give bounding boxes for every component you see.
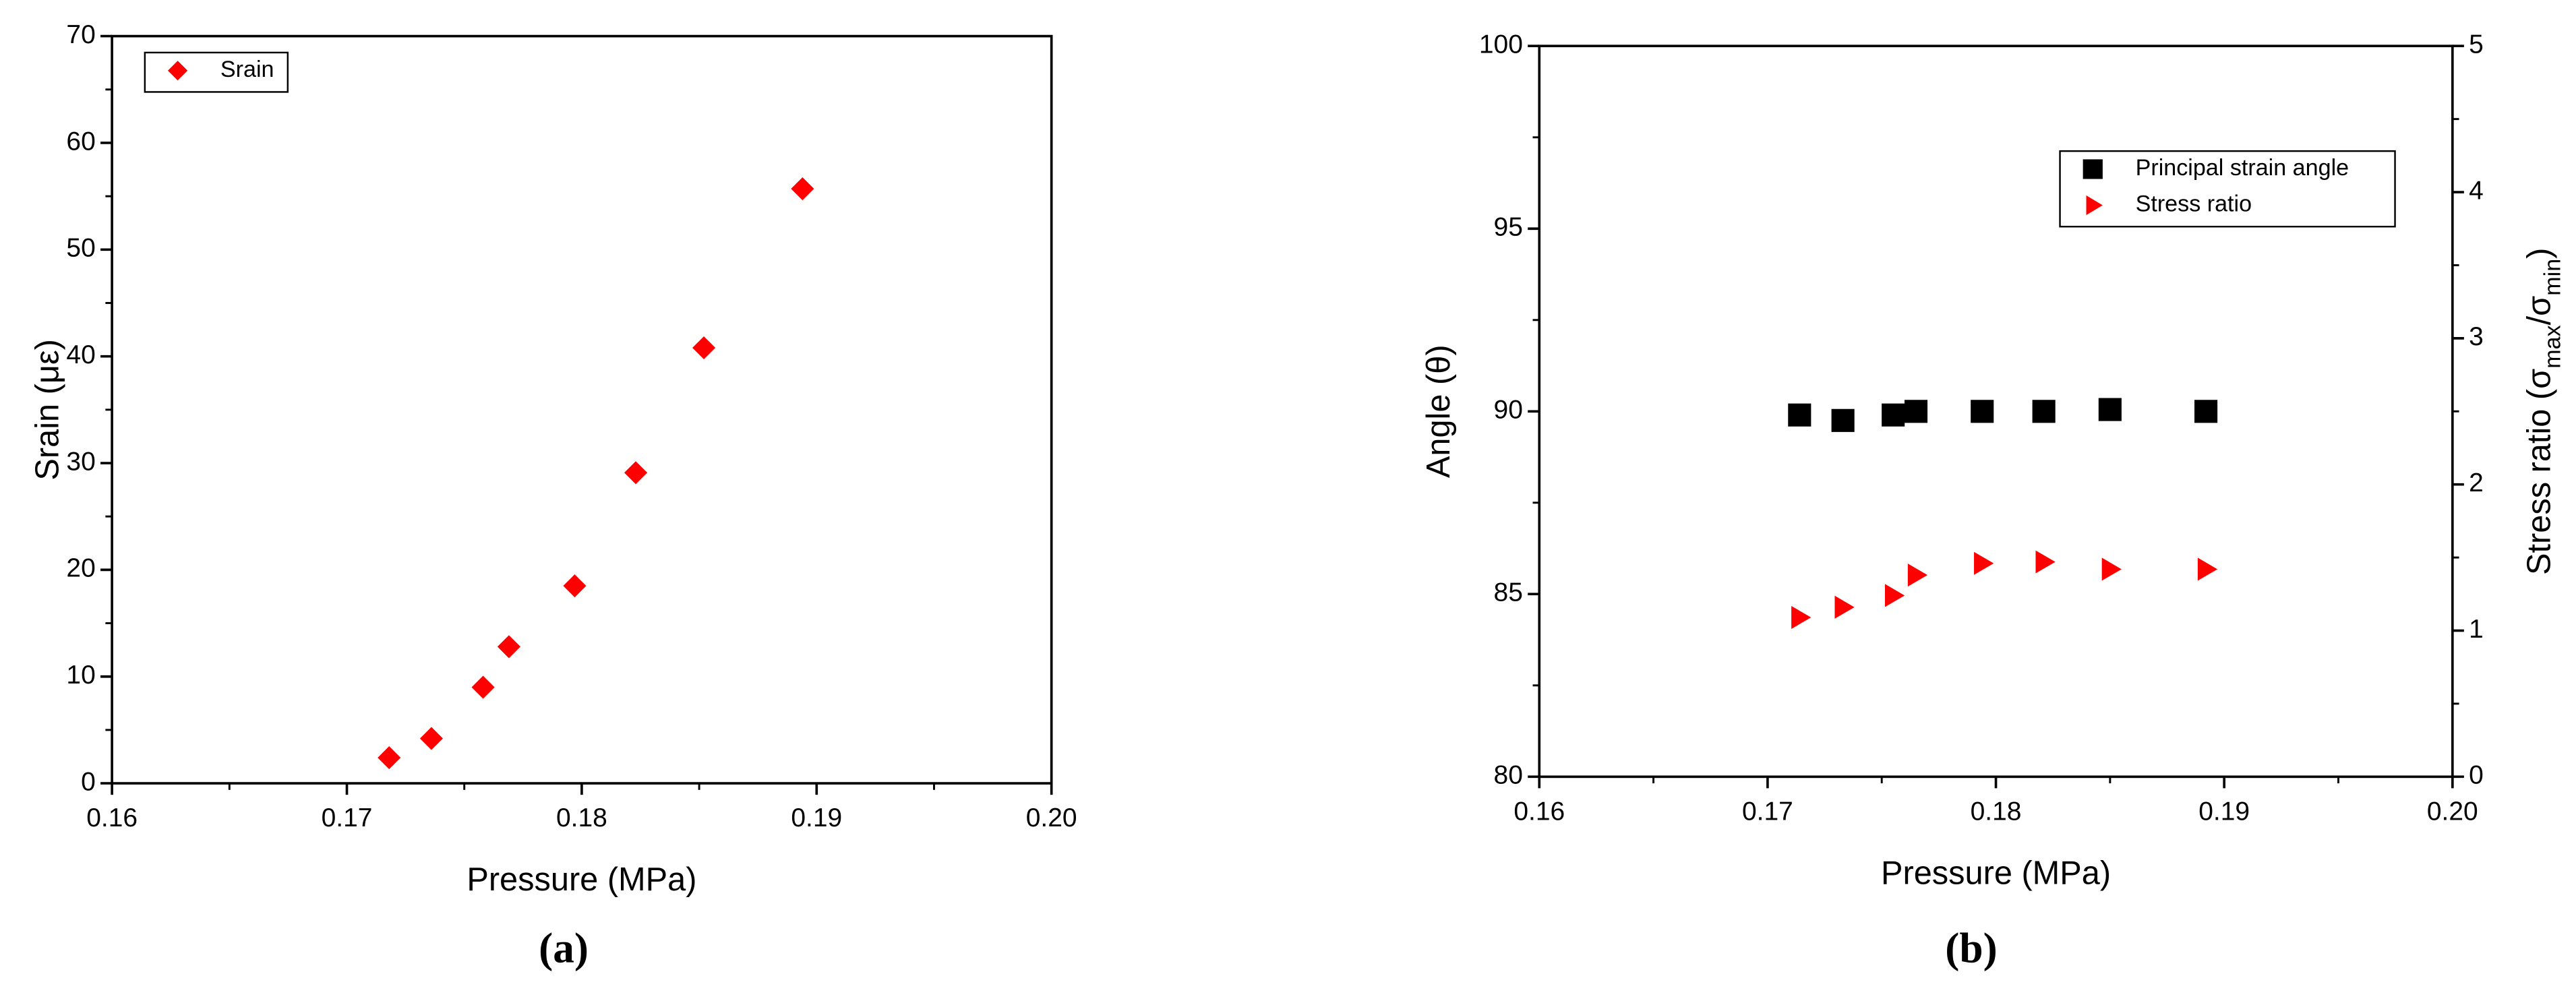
- x-axis-label: Pressure (MPa): [467, 861, 696, 898]
- y2-axis-label-part: ): [2521, 248, 2557, 259]
- x-tick-label: 0.20: [1026, 803, 1077, 832]
- marker: [1788, 403, 1811, 427]
- legend-marker: [2083, 159, 2103, 179]
- y2-axis-label-part: Stress ratio (σ: [2521, 369, 2557, 575]
- y-tick-label: 30: [66, 447, 95, 476]
- y-axis-label: Angle (θ): [1420, 344, 1457, 478]
- plot-frame: [111, 34, 1053, 785]
- y-tick-label: 10: [66, 661, 95, 690]
- y2-tick-label: 0: [2469, 761, 2484, 790]
- marker: [692, 336, 716, 360]
- y-tick-label: 80: [1494, 761, 1523, 790]
- legend-label: Stress ratio: [2136, 191, 2252, 217]
- legend-box: [144, 51, 289, 93]
- marker: [1884, 584, 1905, 607]
- marker: [2032, 400, 2056, 423]
- x-tick-label: 0.16: [1514, 797, 1565, 826]
- legend-label: Principal strain angle: [2136, 155, 2349, 181]
- x-tick-label: 0.20: [2427, 797, 2478, 826]
- x-axis-label: Pressure (MPa): [1881, 855, 2111, 891]
- caption: (b): [1945, 925, 1997, 972]
- legend-label: Srain: [220, 57, 274, 82]
- y2-tick-label: 4: [2469, 176, 2484, 205]
- y-tick-label: 40: [66, 340, 95, 369]
- y2-axis-label-part: min: [2540, 259, 2565, 296]
- y2-tick-label: 3: [2469, 322, 2484, 351]
- marker: [1834, 595, 1855, 619]
- marker: [1907, 564, 1928, 587]
- legend-marker: [2086, 195, 2103, 216]
- y-tick-label: 60: [66, 127, 95, 156]
- y-axis-label: Srain (με): [29, 339, 65, 481]
- marker: [2098, 398, 2122, 421]
- marker: [563, 574, 587, 598]
- marker: [2101, 557, 2122, 581]
- marker: [378, 746, 401, 770]
- y2-tick-label: 5: [2469, 30, 2484, 59]
- marker: [1791, 605, 1811, 630]
- y-tick-label: 90: [1494, 396, 1523, 425]
- marker: [1971, 400, 1994, 423]
- marker: [624, 461, 648, 485]
- x-tick-label: 0.18: [1971, 797, 2022, 826]
- x-tick-label: 0.17: [322, 803, 373, 832]
- x-tick-label: 0.18: [556, 803, 607, 832]
- marker: [497, 635, 520, 659]
- y-tick-label: 85: [1494, 578, 1523, 607]
- x-tick-label: 0.19: [2198, 797, 2250, 826]
- caption: (a): [539, 925, 589, 972]
- marker: [471, 675, 495, 699]
- marker: [2197, 557, 2218, 581]
- y-tick-label: 50: [66, 234, 95, 263]
- x-tick-label: 0.19: [791, 803, 842, 832]
- marker: [1974, 551, 1994, 575]
- y-tick-label: 20: [66, 554, 95, 583]
- marker: [2035, 550, 2056, 574]
- y-tick-label: 100: [1479, 30, 1523, 59]
- y2-tick-label: 1: [2469, 615, 2484, 644]
- y2-axis-label-part: /σ: [2521, 296, 2557, 326]
- y2-axis-label: Stress ratio (σmax/σmin): [2521, 248, 2565, 575]
- y-tick-label: 95: [1494, 213, 1523, 242]
- x-tick-label: 0.17: [1742, 797, 1793, 826]
- marker: [419, 727, 443, 750]
- x-tick-label: 0.16: [86, 803, 138, 832]
- marker: [1831, 408, 1855, 432]
- legend-box: [2059, 150, 2396, 228]
- y-tick-label: 0: [81, 767, 96, 796]
- marker: [791, 177, 814, 201]
- marker: [2194, 400, 2218, 423]
- marker: [1904, 400, 1928, 423]
- y2-tick-label: 2: [2469, 468, 2484, 497]
- y2-axis-label-part: max: [2540, 325, 2565, 368]
- y-tick-label: 70: [66, 20, 95, 49]
- marker: [1882, 403, 1905, 427]
